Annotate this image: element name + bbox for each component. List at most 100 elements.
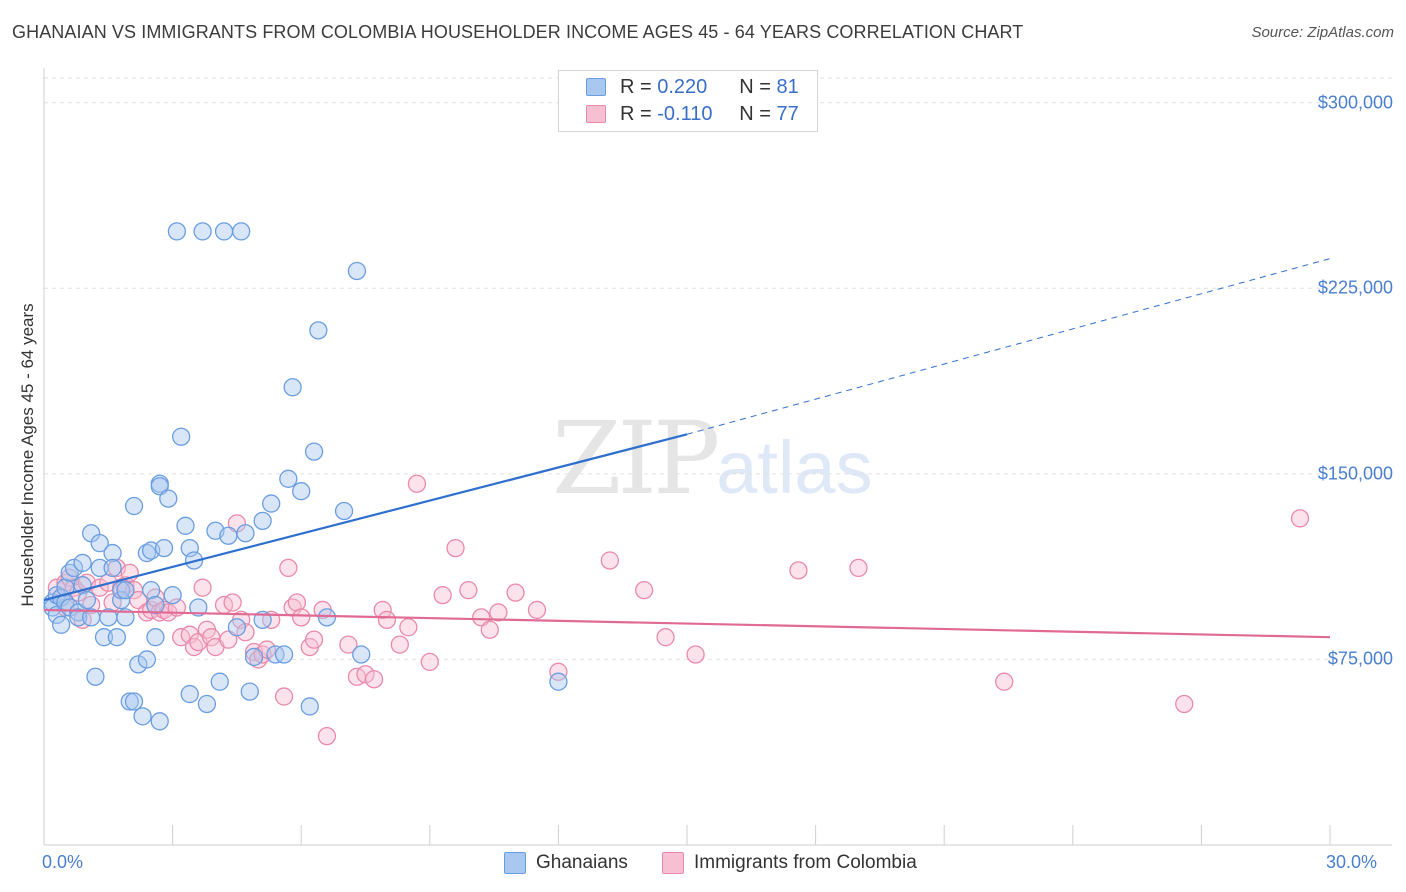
ghanaians-point [274, 645, 294, 664]
legend-swatch-blue [586, 78, 606, 96]
colombia-point [317, 726, 337, 746]
ghanaians-point [150, 712, 169, 731]
y-axis-label: Householder Income Ages 45 - 64 years [18, 303, 37, 607]
colombia-point [527, 600, 547, 620]
ghanaians-point [103, 558, 122, 578]
legend-n-value: 77 [776, 102, 799, 125]
series-ghanaians-points [43, 222, 568, 731]
colombia-point [356, 665, 375, 684]
x-tick-label-max: 30.0% [1326, 852, 1378, 872]
chart-title: GHANAIAN VS IMMIGRANTS FROM COLOMBIA HOU… [12, 22, 1024, 42]
grid-lines [44, 77, 1392, 660]
colombia-point [399, 618, 418, 637]
ghanaians-point [292, 482, 311, 501]
x-tick-label-min: 0.0% [42, 852, 84, 872]
colombia-trend-line [43, 608, 1331, 639]
ghanaians-point [172, 427, 191, 446]
ghanaians-point [129, 655, 148, 674]
ghanaians-point [90, 533, 109, 553]
y-tick-label: $75,000 [1327, 648, 1393, 669]
legend-r-value: -0.110 [657, 102, 713, 125]
legend-row-colombia: R = -0.110 N = 77 [586, 102, 799, 126]
ghanaians-point [51, 615, 71, 634]
ghanaians-point [283, 378, 302, 397]
colombia-point [489, 603, 508, 622]
legend-label-ghanaians: Ghanaians [536, 852, 628, 873]
y-tick-label: $225,000 [1317, 277, 1393, 298]
ghanaians-point [253, 511, 272, 531]
ghanaians-point [317, 608, 337, 627]
ghanaians-point [232, 222, 251, 241]
ghanaians-point [189, 598, 208, 617]
ghanaians-point [180, 684, 199, 704]
watermark-zip: ZIP [552, 400, 720, 517]
colombia-point [373, 600, 392, 620]
y-tick-label: $300,000 [1317, 92, 1393, 113]
ghanaians-point [262, 494, 281, 513]
legend-r-value: 0.220 [657, 75, 708, 98]
ghanaians-point [236, 524, 255, 543]
ghanaians-point [167, 222, 187, 241]
legend-r-label: R = [620, 75, 652, 98]
ghanaians-point [210, 672, 229, 691]
ghanaians-point [77, 590, 97, 610]
colombia-point [634, 581, 654, 600]
ghanaians-point [116, 608, 135, 627]
colombia-point [789, 561, 808, 580]
colombia-point [274, 687, 294, 706]
ghanaians-point [334, 501, 354, 521]
colombia-point [1290, 509, 1310, 528]
colombia-point [686, 645, 705, 664]
ghanaians-trend-line [43, 433, 688, 602]
ghanaians-point [154, 538, 174, 558]
colombia-point [339, 635, 358, 654]
ghanaians-point [240, 682, 259, 701]
y-tick-label: $150,000 [1317, 463, 1393, 484]
ghanaians-point [309, 321, 328, 340]
ghanaians-point [219, 526, 238, 545]
ghanaians-point [352, 645, 371, 664]
ghanaians-point [133, 707, 152, 726]
ghanaians-point [90, 558, 109, 578]
colombia-point [377, 610, 397, 629]
colombia-point [193, 578, 212, 597]
colombia-point [656, 628, 675, 647]
ghanaians-point [103, 543, 122, 563]
watermark: ZIPatlas [552, 400, 873, 517]
legend-swatch-pink [586, 105, 606, 123]
ghanaians-point [227, 618, 247, 637]
colombia-point [390, 635, 409, 654]
ghanaians-point [124, 692, 144, 711]
ghanaians-point [150, 477, 169, 496]
ghanaians-point [163, 585, 182, 605]
ghanaians-point [120, 692, 139, 711]
ghanaians-point [159, 489, 178, 508]
ghanaians-point [146, 595, 165, 615]
ghanaians-point [107, 628, 127, 647]
ghanaians-point [73, 553, 92, 573]
legend-label-colombia: Immigrants from Colombia [694, 852, 917, 873]
legend-n-label: N = [739, 75, 771, 98]
ghanaians-point [64, 558, 84, 578]
colombia-point [292, 608, 311, 627]
legend-swatch-blue [504, 852, 526, 874]
legend-item-colombia: Immigrants from Colombia [662, 852, 917, 874]
ghanaians-point [86, 667, 105, 686]
trend-lines [43, 258, 1331, 639]
ghanaians-point [112, 581, 131, 600]
ghanaians-point [112, 590, 131, 610]
ghanaians-point [549, 672, 568, 691]
ghanaians-trend-extension [686, 258, 1331, 435]
ghanaians-point [176, 516, 195, 535]
series-colombia-points [47, 474, 1310, 746]
colombia-point [433, 585, 452, 605]
colombia-point [849, 558, 868, 578]
source-credit: Source: ZipAtlas.com [1251, 24, 1394, 41]
ghanaians-point [197, 694, 217, 714]
axes [43, 68, 1392, 846]
ghanaians-point [300, 697, 319, 716]
colombia-point [364, 670, 384, 689]
colombia-point [549, 662, 568, 681]
legend-row-ghanaians: R = 0.220 N = 81 [586, 75, 799, 99]
ghanaians-point [279, 469, 298, 488]
